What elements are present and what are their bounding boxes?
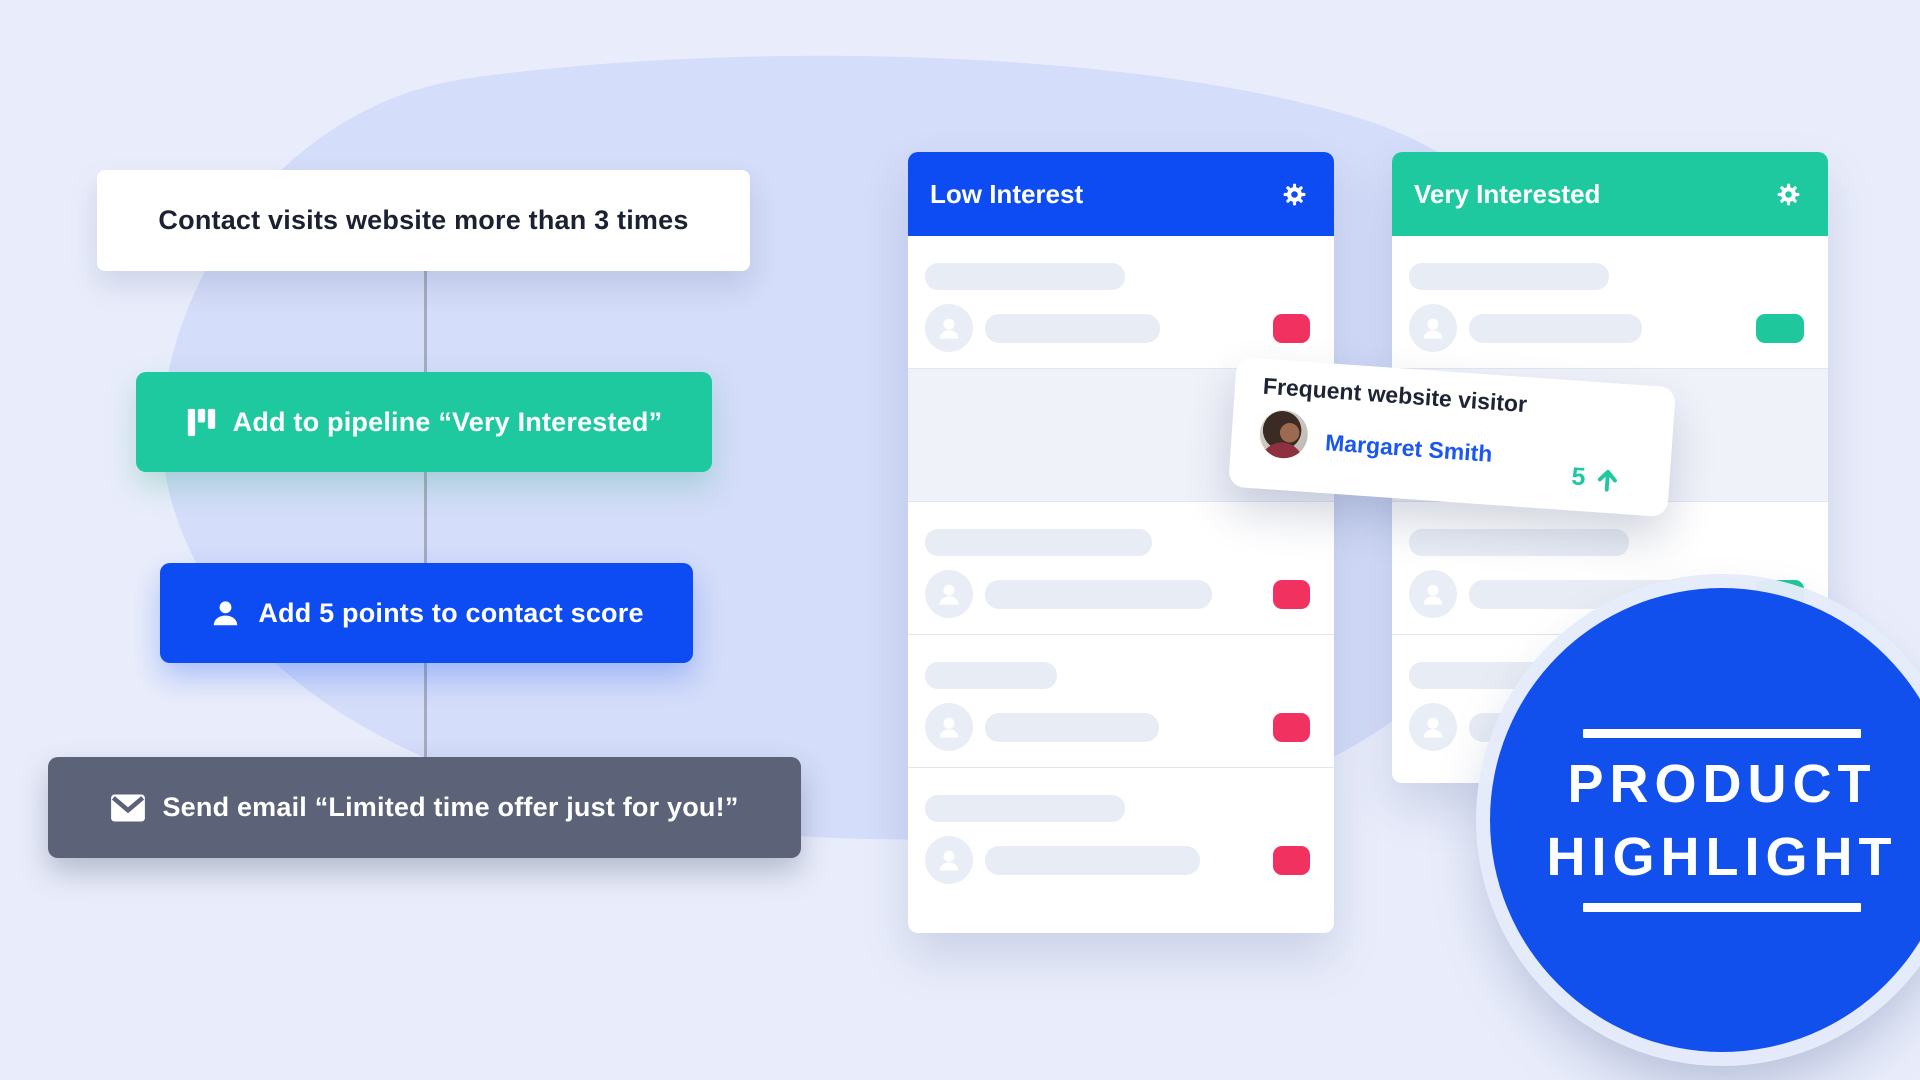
contact-avatar-placeholder <box>925 836 973 884</box>
card-text-placeholder <box>985 314 1160 343</box>
deal-card[interactable] <box>1392 236 1828 368</box>
workflow-step-add-to-pipeline[interactable]: Add to pipeline “Very Interested” <box>136 372 712 472</box>
email-icon <box>110 793 146 823</box>
contact-avatar-placeholder <box>925 304 973 352</box>
card-title-placeholder <box>1409 263 1609 290</box>
card-title-placeholder <box>925 795 1125 822</box>
workflow-connector-line <box>424 218 427 798</box>
card-status-tag <box>1273 846 1310 875</box>
contact-score-value: 5 <box>1570 462 1587 492</box>
workflow-step-add-points[interactable]: Add 5 points to contact score <box>160 563 693 663</box>
gear-icon[interactable] <box>1281 181 1308 208</box>
workflow-step-send-email[interactable]: Send email “Limited time offer just for … <box>48 757 801 858</box>
workflow-trigger-label: Contact visits website more than 3 times <box>158 205 689 235</box>
pipeline-column-low-interest: Low Interest <box>908 152 1334 933</box>
card-text-placeholder <box>985 580 1212 609</box>
badge-top-rule <box>1583 728 1861 738</box>
contact-avatar-placeholder <box>1409 703 1457 751</box>
column-header: Very Interested <box>1392 152 1828 236</box>
contact-card[interactable]: Frequent website visitor Margaret Smith … <box>1228 356 1676 518</box>
contact-avatar-placeholder <box>925 703 973 751</box>
card-title-placeholder <box>925 529 1152 556</box>
card-status-tag <box>1273 713 1310 742</box>
column-title: Very Interested <box>1414 178 1601 209</box>
card-status-tag <box>1273 580 1310 609</box>
deal-card[interactable] <box>908 501 1334 634</box>
workflow-step-label: Send email “Limited time offer just for … <box>162 792 739 822</box>
badge-bottom-rule <box>1583 902 1861 912</box>
card-status-tag <box>1273 314 1310 343</box>
contact-score: 5 <box>1570 462 1621 494</box>
card-text-placeholder <box>985 846 1200 875</box>
workflow-trigger-card[interactable]: Contact visits website more than 3 times <box>97 170 750 271</box>
gear-icon[interactable] <box>1775 181 1802 208</box>
card-status-tag <box>1756 314 1804 343</box>
card-text-placeholder <box>985 713 1159 742</box>
badge-text-line2: HIGHLIGHT <box>1546 826 1898 887</box>
pipeline-icon <box>186 407 217 438</box>
margaret-smith-avatar <box>1258 408 1310 460</box>
workflow-step-label: Add to pipeline “Very Interested” <box>232 406 663 437</box>
deal-card[interactable] <box>908 236 1334 368</box>
product-highlight-badge: PRODUCT HIGHLIGHT <box>1490 588 1920 1052</box>
person-icon <box>209 597 242 630</box>
deal-card[interactable] <box>908 634 1334 767</box>
contact-name-link[interactable]: Margaret Smith <box>1324 429 1494 467</box>
arrow-up-icon <box>1593 466 1621 494</box>
workflow-step-label: Add 5 points to contact score <box>258 597 644 628</box>
contact-avatar-placeholder <box>1409 570 1457 618</box>
card-title-placeholder <box>925 263 1125 290</box>
card-title-placeholder <box>1409 529 1629 556</box>
contact-card-title: Frequent website visitor <box>1262 372 1528 418</box>
card-title-placeholder <box>925 662 1057 689</box>
badge-text-line1: PRODUCT <box>1567 753 1877 814</box>
contact-avatar-placeholder <box>925 570 973 618</box>
deal-card[interactable] <box>908 767 1334 900</box>
card-text-placeholder <box>1469 314 1642 343</box>
column-header: Low Interest <box>908 152 1334 236</box>
column-title: Low Interest <box>930 178 1084 209</box>
contact-avatar-placeholder <box>1409 304 1457 352</box>
